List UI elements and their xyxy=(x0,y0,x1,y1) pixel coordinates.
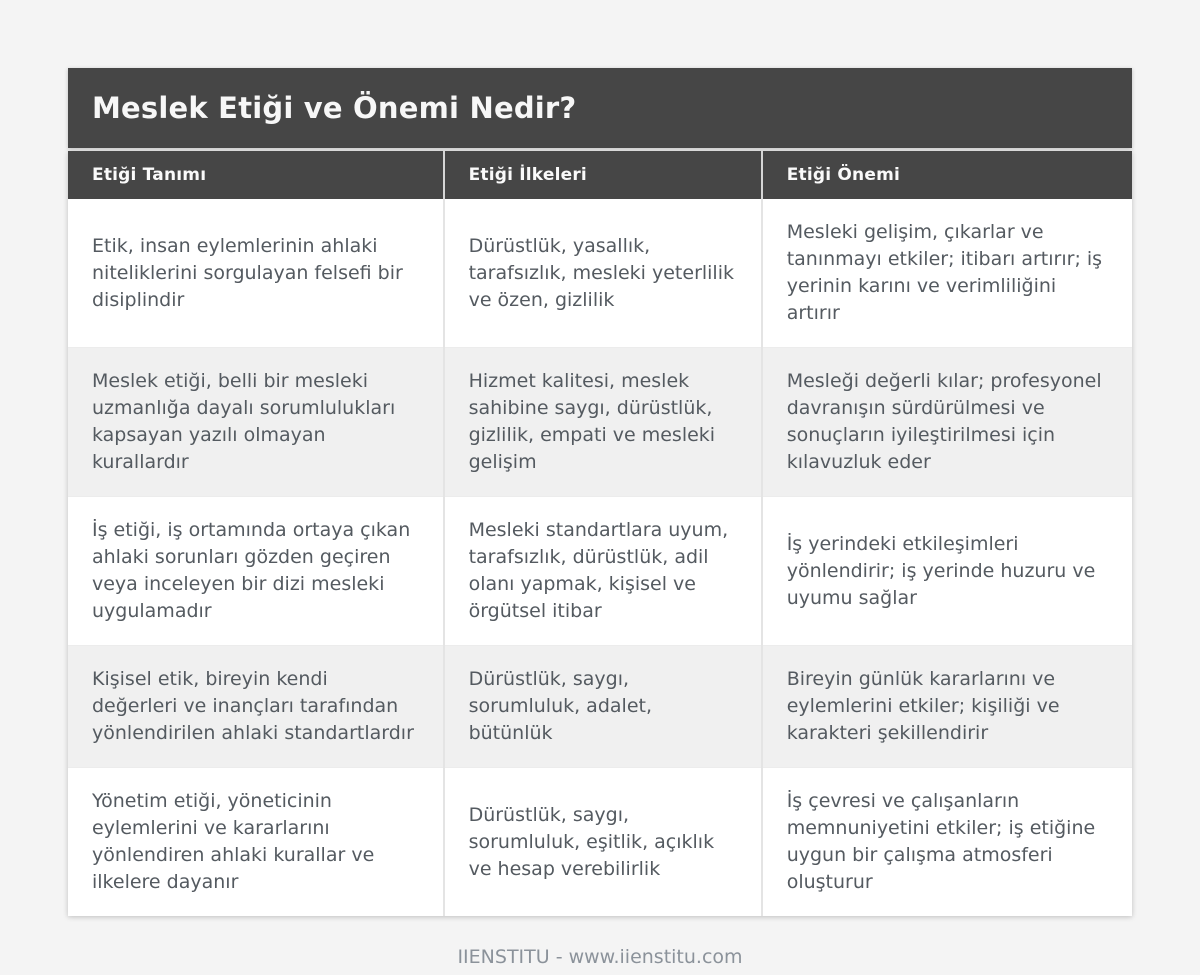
cell-definition: İş etiği, iş ortamında ortaya çıkan ahla… xyxy=(68,496,444,646)
table-row: İş etiği, iş ortamında ortaya çıkan ahla… xyxy=(68,496,1132,646)
column-header-definition: Etiği Tanımı xyxy=(68,151,444,199)
footer-credit: IIENSTITU - www.iienstitu.com xyxy=(457,946,743,968)
ethics-table-card: Meslek Etiği ve Önemi Nedir? Etiği Tanım… xyxy=(68,68,1132,916)
page-title: Meslek Etiği ve Önemi Nedir? xyxy=(68,68,1132,148)
ethics-table: Etiği Tanımı Etiği İlkeleri Etiği Önemi … xyxy=(68,151,1132,916)
cell-principles: Hizmet kalitesi, meslek sahibine saygı, … xyxy=(442,347,762,497)
cell-importance: Mesleği değerli kılar; profesyonel davra… xyxy=(760,347,1132,497)
table-row: Yönetim etiği, yöneticinin eylemlerini v… xyxy=(68,767,1132,916)
cell-definition: Meslek etiği, belli bir mesleki uzmanlığ… xyxy=(68,347,444,497)
cell-definition: Yönetim etiği, yöneticinin eylemlerini v… xyxy=(68,767,444,916)
cell-principles: Dürüstlük, saygı, sorumluluk, eşitlik, a… xyxy=(442,767,762,916)
table-row: Kişisel etik, bireyin kendi değerleri ve… xyxy=(68,645,1132,768)
table-header-row: Etiği Tanımı Etiği İlkeleri Etiği Önemi xyxy=(68,151,1132,199)
cell-importance: Mesleki gelişim, çıkarlar ve tanınmayı e… xyxy=(760,199,1132,348)
cell-definition: Kişisel etik, bireyin kendi değerleri ve… xyxy=(68,645,444,768)
cell-principles: Dürüstlük, yasallık, tarafsızlık, meslek… xyxy=(442,199,762,348)
table-row: Meslek etiği, belli bir mesleki uzmanlığ… xyxy=(68,347,1132,497)
cell-definition: Etik, insan eylemlerinin ahlaki nitelikl… xyxy=(92,234,403,311)
cell-importance: Bireyin günlük kararlarını ve eylemlerin… xyxy=(760,645,1132,768)
cell-importance: İş yerindeki etkileşimleri yönlendirir; … xyxy=(760,496,1132,646)
table-row: Etik, insan eylemlerinin ahlaki nitelikl… xyxy=(68,199,1132,348)
cell-importance: İş çevresi ve çalışanların memnuniyetini… xyxy=(760,767,1132,916)
column-header-importance: Etiği Önemi xyxy=(760,151,1132,199)
column-header-principles: Etiği İlkeleri xyxy=(442,151,762,199)
cell-principles: Dürüstlük, saygı, sorumluluk, adalet, bü… xyxy=(442,645,762,768)
cell-principles: Mesleki standartlara uyum, tarafsızlık, … xyxy=(442,496,762,646)
